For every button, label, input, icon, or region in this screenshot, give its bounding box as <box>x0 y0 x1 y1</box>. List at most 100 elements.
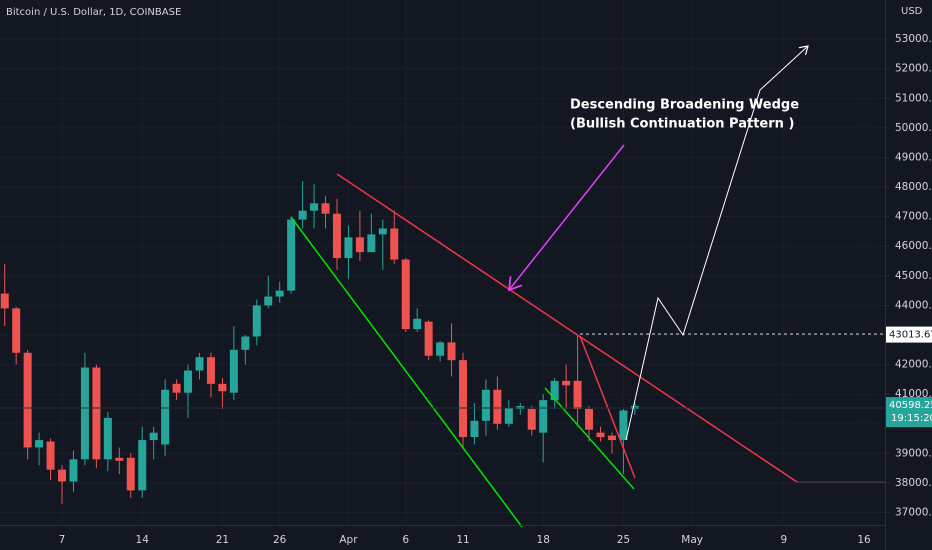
y-tick-label: 50000.00 <box>895 122 932 134</box>
candle-body <box>172 383 181 393</box>
y-tick-label: 44000.00 <box>895 299 932 311</box>
candle-body <box>355 237 364 253</box>
projection-path <box>625 46 808 441</box>
candle-body <box>206 357 215 384</box>
candle-body <box>229 349 238 393</box>
support-line <box>290 216 523 528</box>
candle-body <box>596 432 605 438</box>
candle-body <box>493 389 502 424</box>
x-tick-label: May <box>681 534 703 546</box>
candle-body <box>298 210 307 220</box>
candle-body <box>470 420 479 438</box>
candle-body <box>12 308 21 353</box>
x-tick-label: 21 <box>216 534 229 546</box>
y-tick-label: 52000.00 <box>895 63 932 75</box>
candle-body <box>332 213 341 259</box>
candle-body <box>481 389 490 421</box>
x-tick-label: 25 <box>617 534 630 546</box>
candle-body <box>241 336 250 350</box>
x-tick-label: 14 <box>136 534 150 546</box>
candle-body <box>126 457 135 491</box>
x-tick-label: 11 <box>456 534 469 546</box>
candle-body <box>562 380 571 386</box>
candle-body <box>539 400 548 433</box>
y-tick-label: 47000.00 <box>895 211 932 223</box>
candle-body <box>607 435 616 441</box>
y-tick-label: 39000.00 <box>895 447 932 459</box>
axes: 37000.0038000.0039000.0040000.0041000.00… <box>59 33 932 546</box>
candle-body <box>35 440 44 448</box>
candles <box>0 181 639 504</box>
annotation: (Bullish Continuation Pattern ) <box>570 117 794 132</box>
x-tick-label: Apr <box>339 534 358 546</box>
candle-body <box>378 228 387 235</box>
candle-body <box>149 432 158 441</box>
resistance-line <box>336 173 798 483</box>
x-tick-label: 26 <box>273 534 287 546</box>
candle-body <box>573 380 582 409</box>
candle-body <box>344 237 353 259</box>
y-tick-label: 53000.00 <box>895 33 932 45</box>
candle-body <box>413 318 422 330</box>
candle-body <box>23 352 32 448</box>
candle-body <box>252 305 261 337</box>
y-tick-label: 49000.00 <box>895 151 932 163</box>
x-tick-label: 7 <box>59 534 66 546</box>
currency-label: USD <box>901 6 923 17</box>
candle-body <box>447 342 456 361</box>
inner-resistance-line <box>579 335 636 479</box>
y-tick-label: 48000.00 <box>895 181 932 193</box>
candle-body <box>585 408 594 430</box>
y-tick-label: 38000.00 <box>895 477 932 489</box>
inner-support-line <box>544 387 635 490</box>
candle-body <box>0 293 9 309</box>
candle-body <box>46 441 55 470</box>
candle-body <box>367 234 376 253</box>
candle-body <box>115 457 124 461</box>
candle-body <box>550 380 559 401</box>
alert-price-tag <box>886 326 932 343</box>
candle-body <box>69 459 78 482</box>
alert-price-label: 43013.67 <box>889 330 932 341</box>
candle-body <box>218 383 227 392</box>
candle-body <box>138 440 147 491</box>
candle-body <box>287 219 296 291</box>
candle-body <box>310 203 319 211</box>
annotation: Descending Broadening Wedge <box>570 98 799 113</box>
y-tick-label: 37000.00 <box>895 507 932 519</box>
candle-body <box>527 408 536 430</box>
candle-body <box>103 417 112 460</box>
chart-title: Bitcoin / U.S. Dollar, 1D, COINBASE <box>6 7 181 18</box>
x-tick-label: 9 <box>780 534 787 546</box>
candle-body <box>401 259 410 330</box>
last-price-label: 40598.25 <box>889 400 932 411</box>
candle-body <box>321 203 330 214</box>
candle-body <box>504 407 513 424</box>
drawings: Descending Broadening Wedge (Bullish Con… <box>0 46 885 528</box>
y-tick-label: 51000.00 <box>895 92 932 104</box>
pointer-arrow <box>509 144 625 290</box>
x-tick-label: 16 <box>857 534 871 546</box>
candle-body <box>275 290 284 297</box>
grid <box>0 0 885 525</box>
candle-body <box>459 360 468 438</box>
candle-body <box>390 228 399 260</box>
x-tick-label: 6 <box>402 534 409 546</box>
candle-body <box>619 410 628 441</box>
candle-body <box>436 342 445 356</box>
y-tick-label: 45000.00 <box>895 270 932 282</box>
candle-body <box>58 469 67 482</box>
candle-body <box>92 367 101 460</box>
countdown-label: 19:15:20 <box>891 413 932 424</box>
last-price-tag <box>886 397 932 428</box>
candle-body <box>195 357 204 371</box>
x-tick-label: 18 <box>537 534 550 546</box>
candle-body <box>80 367 89 460</box>
y-tick-label: 42000.00 <box>895 359 932 371</box>
y-tick-label: 46000.00 <box>895 240 932 252</box>
candle-body <box>424 321 433 356</box>
candle-body <box>264 296 273 306</box>
candle-body <box>161 389 170 445</box>
